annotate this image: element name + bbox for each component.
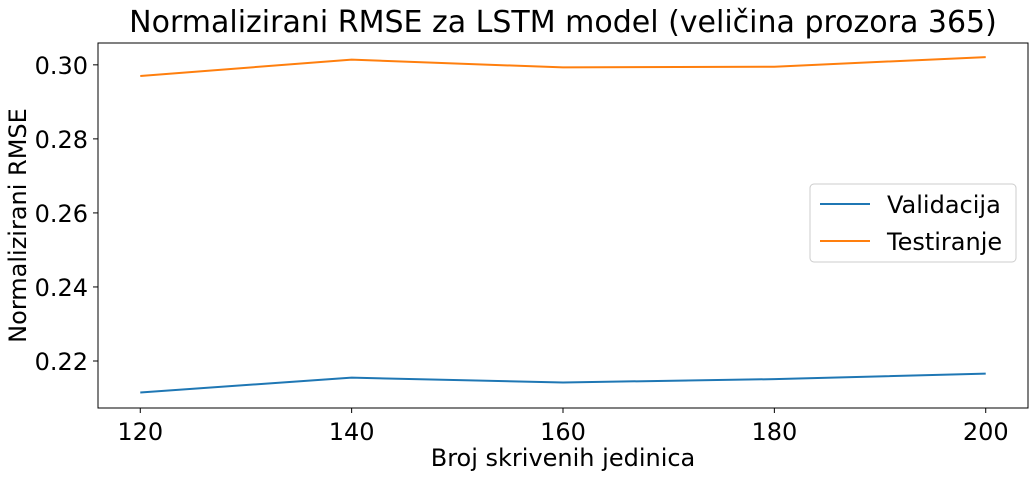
y-tick-label: 0.22 [35, 348, 88, 376]
series-line-validacija [140, 372, 986, 394]
x-tick-label: 160 [540, 418, 586, 446]
chart-title: Normalizirani RMSE za LSTM model (veliči… [129, 5, 997, 40]
y-tick-label: 0.26 [35, 200, 88, 228]
x-tick-label: 140 [329, 418, 375, 446]
x-axis: 120 140 160 180 200 [117, 408, 1009, 446]
y-tick-label: 0.28 [35, 126, 88, 154]
x-tick-label: 180 [751, 418, 797, 446]
legend-label-validacija: Validacija [887, 191, 1001, 219]
y-axis-label: Normalizirani RMSE [4, 108, 32, 343]
x-tick-label: 120 [117, 418, 163, 446]
x-tick-label: 200 [963, 418, 1009, 446]
x-axis-label: Broj skrivenih jedinica [431, 444, 696, 472]
y-tick-label: 0.30 [35, 52, 88, 80]
series-group [140, 56, 986, 394]
y-axis: 0.22 0.24 0.26 0.28 0.30 [35, 52, 98, 376]
series-line-testiranje [140, 56, 986, 77]
legend: Validacija Testiranje [809, 183, 1017, 263]
legend-label-testiranje: Testiranje [886, 228, 1002, 256]
y-tick-label: 0.24 [35, 274, 88, 302]
